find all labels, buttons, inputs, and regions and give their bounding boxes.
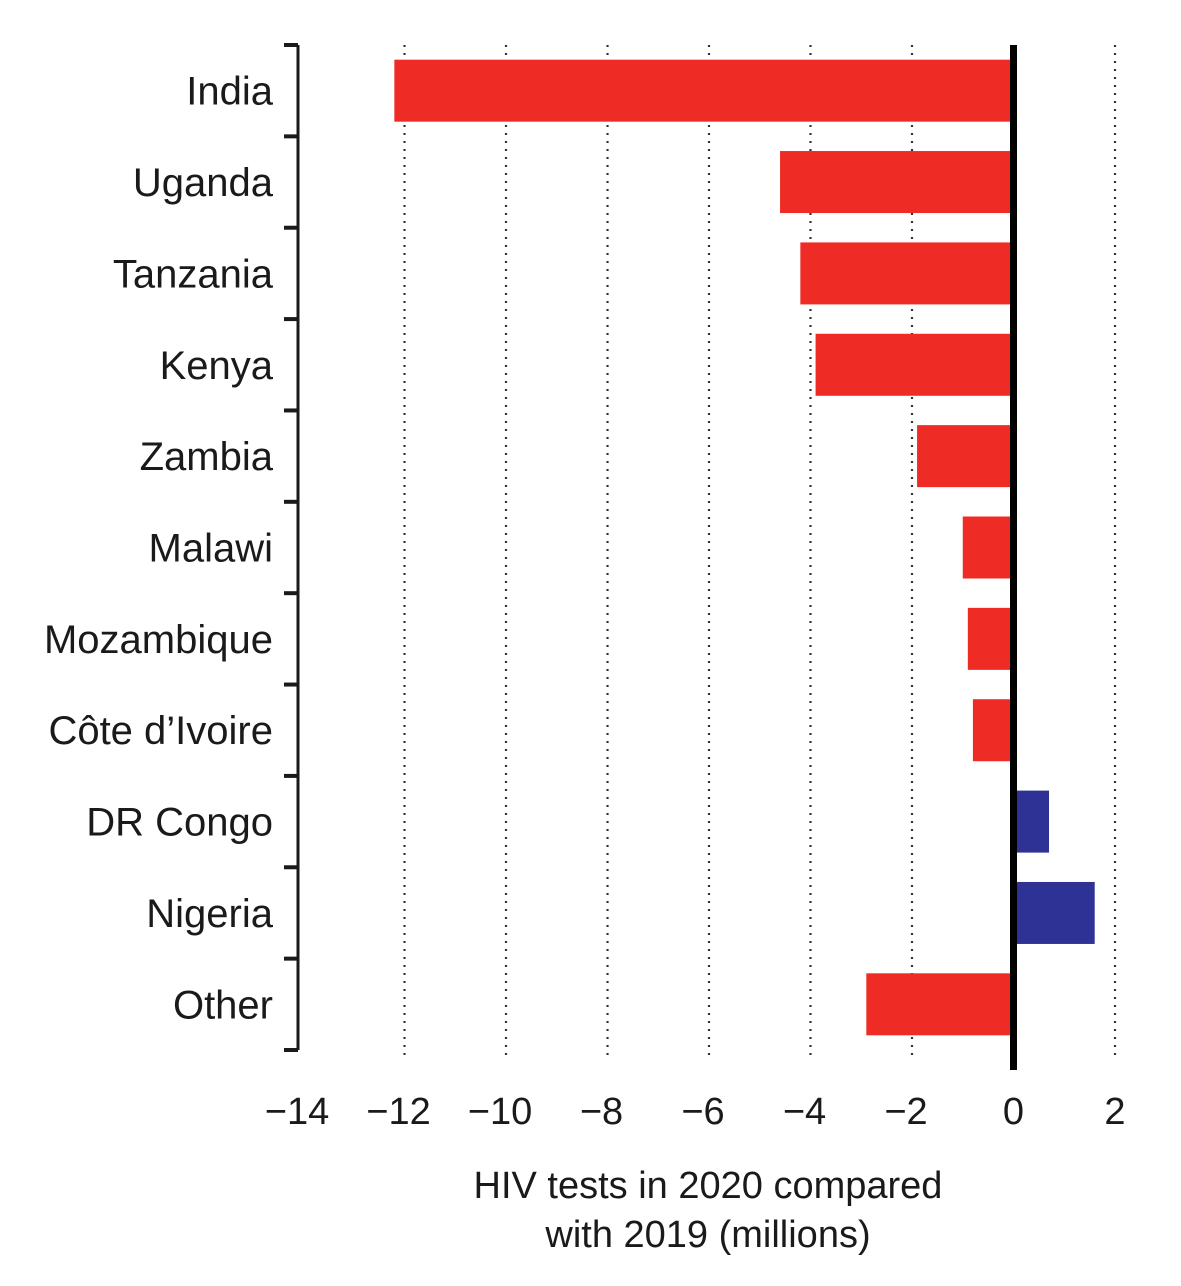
- category-label: Côte d’Ivoire: [48, 709, 273, 753]
- gridlines: [403, 45, 1117, 1060]
- x-tick-label: −14: [265, 1091, 329, 1133]
- x-tick-label: −2: [884, 1091, 927, 1133]
- bar-c-te-d-ivoire: [972, 699, 1014, 762]
- category-label: Kenya: [160, 344, 274, 388]
- bar-mozambique: [967, 607, 1014, 670]
- bar-malawi: [962, 516, 1014, 579]
- category-label: Malawi: [149, 527, 273, 571]
- category-label: Zambia: [140, 435, 274, 479]
- bar-uganda: [780, 151, 1014, 214]
- bar-tanzania: [800, 242, 1014, 305]
- x-axis-title-line-2: with 2019 (millions): [544, 1214, 870, 1256]
- category-labels: India Uganda Tanzania Kenya Zambia Malawi Moza…: [44, 70, 274, 1028]
- category-label: Mozambique: [44, 618, 273, 662]
- x-tick-label: −8: [580, 1091, 623, 1133]
- x-tick-label: −12: [366, 1091, 430, 1133]
- x-tick-label: 0: [1003, 1091, 1024, 1133]
- x-tick-label: −6: [681, 1091, 724, 1133]
- bar-dr-congo: [1013, 790, 1050, 853]
- bar-kenya: [815, 333, 1014, 396]
- x-axis-title-line-1: HIV tests in 2020 compared: [474, 1165, 943, 1207]
- category-label: Uganda: [133, 161, 274, 205]
- category-label: Tanzania: [113, 252, 274, 296]
- x-tick-label: 2: [1104, 1091, 1125, 1133]
- bars: [394, 59, 1095, 1036]
- x-tick-label: −10: [468, 1091, 532, 1133]
- category-label: Nigeria: [146, 892, 273, 936]
- bar-india: [394, 59, 1014, 122]
- category-label: Other: [173, 983, 273, 1027]
- bar-nigeria: [1013, 881, 1095, 944]
- y-axis-ticks: [284, 43, 298, 1052]
- category-label: DR Congo: [86, 801, 273, 845]
- bar-other: [866, 973, 1014, 1036]
- category-label: India: [186, 70, 273, 114]
- bar-zambia: [917, 425, 1014, 488]
- x-tick-label: −4: [783, 1091, 826, 1133]
- x-axis-tick-labels: −14 −12 −10 −8 −6 −4 −2 0 2: [265, 1091, 1126, 1133]
